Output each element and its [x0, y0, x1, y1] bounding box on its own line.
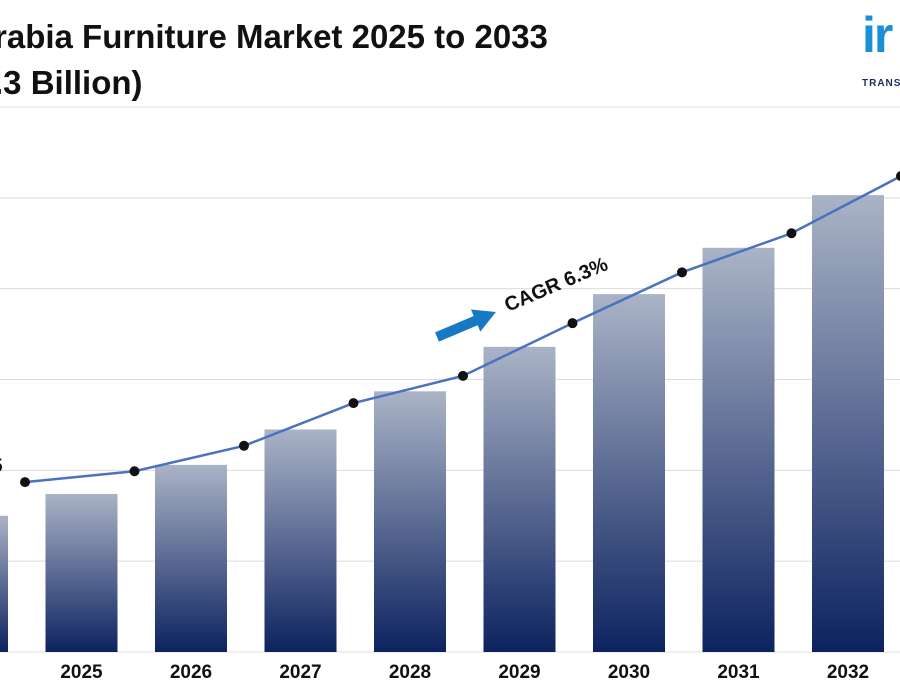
x-axis-ticks: 2025 2026 2027 2028 2029 2030 2031 2032 — [60, 662, 869, 683]
x-tick-label: 2026 — [170, 662, 212, 683]
trend-point-2028 — [458, 370, 468, 381]
chart-title-line-1: rabia Furniture Market 2025 to 2033 — [0, 18, 548, 55]
partial-value-label: 5 — [0, 456, 3, 477]
trend-point-2027 — [348, 398, 359, 409]
cagr-annotation: CAGR 6.3% — [435, 253, 611, 342]
x-tick-label: 2027 — [279, 662, 321, 683]
cagr-arrow-icon — [435, 309, 496, 342]
trend-point-2025 — [129, 466, 140, 477]
bars — [0, 195, 884, 652]
x-tick-label: 2032 — [827, 662, 869, 683]
trend-point-2029 — [567, 318, 578, 329]
x-tick-label: 2031 — [717, 662, 760, 683]
trend-point-2026 — [239, 440, 249, 451]
trend-point-2032 — [896, 171, 900, 181]
bar-2031 — [702, 247, 775, 652]
trend-point-2030 — [677, 267, 687, 278]
x-tick-label: 2028 — [389, 662, 431, 683]
trend-line — [24, 175, 900, 484]
chart-title-line-2: .3 Billion) — [0, 64, 143, 101]
logo-text: TRANS — [862, 78, 900, 89]
bar-2032 — [812, 195, 884, 652]
company-logo: ir TRANS — [858, 6, 900, 96]
bar-2029 — [483, 346, 556, 652]
bar-2027 — [264, 429, 337, 652]
chart-title: rabia Furniture Market 2025 to 2033 .3 B… — [0, 14, 854, 106]
trend-line-path — [24, 175, 900, 484]
x-tick-label: 2029 — [498, 662, 540, 683]
trend-point-2031 — [786, 228, 797, 239]
trend-point-2024 — [20, 477, 30, 488]
bar-2025 — [45, 493, 118, 652]
bar-2026 — [155, 464, 227, 652]
logo-mark: ir — [862, 7, 893, 63]
x-tick-label: 2025 — [60, 662, 103, 683]
x-tick-label: 2030 — [608, 662, 650, 683]
bar-2028 — [374, 391, 446, 652]
trend-markers — [20, 171, 900, 488]
bar-2024 — [0, 515, 8, 652]
bar-2030 — [593, 294, 665, 652]
